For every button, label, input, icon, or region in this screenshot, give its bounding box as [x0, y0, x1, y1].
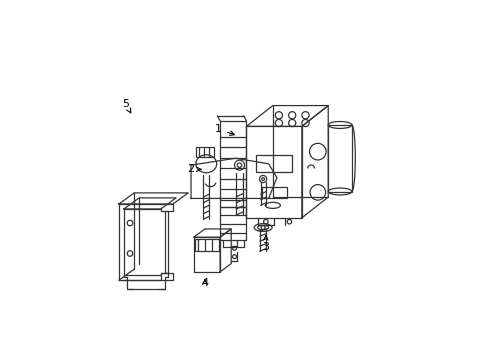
Text: 3: 3: [262, 236, 269, 252]
Bar: [195, 147, 213, 157]
Bar: [220, 207, 246, 240]
Bar: [261, 187, 286, 198]
Text: 5: 5: [122, 99, 130, 113]
Text: 4: 4: [201, 278, 208, 288]
Bar: [195, 239, 218, 251]
Bar: [327, 125, 351, 192]
Text: 2: 2: [187, 164, 201, 174]
Bar: [256, 156, 292, 172]
Text: 1: 1: [215, 124, 234, 135]
